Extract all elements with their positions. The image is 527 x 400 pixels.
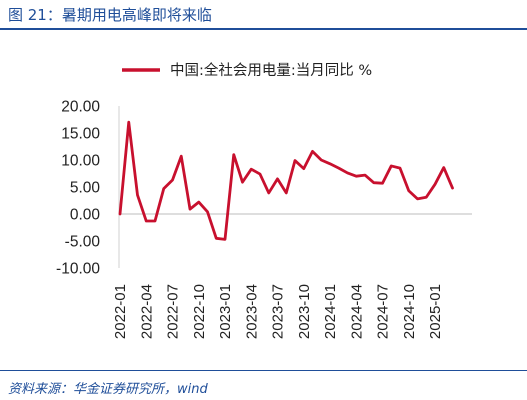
x-tick-label: 2023-10 [296,284,313,339]
x-tick-label: 2024-10 [401,284,418,339]
y-tick-label: 20.00 [61,99,100,116]
x-tick-label: 2023-07 [270,284,287,339]
figure-title: 图 21：暑期用电高峰即将来临 [8,6,212,24]
top-divider [0,28,527,30]
line-chart: 中国:全社会用电量:当月同比 % 20.00 15.00 10.00 5.00 0.00… [56,61,472,339]
x-tick-label: 2022-04 [138,284,155,339]
series-line [118,120,454,241]
x-tick-label: 2024-07 [375,284,392,339]
chart-legend: 中国:全社会用电量:当月同比 % [122,61,372,79]
y-tick-label: 5.00 [70,180,101,197]
x-tick-label: 2022-07 [165,284,182,339]
y-tick-label: 10.00 [61,153,100,170]
x-tick-label: 2024-04 [348,284,365,339]
x-tick-label: 2023-04 [243,284,260,339]
y-tick-label: 15.00 [61,126,100,143]
x-tick-label: 2024-01 [322,284,339,339]
y-tick-label: -10.00 [56,261,100,278]
y-tick-label: 0.00 [70,207,101,224]
x-tick-label: 2022-10 [191,284,208,339]
source-note: 资料来源：华金证券研究所，wind [8,382,208,397]
legend-label: 中国:全社会用电量:当月同比 % [170,61,372,79]
y-axis: 20.00 15.00 10.00 5.00 0.00 -5.00 -10.00 [56,99,120,278]
x-tick-label: 2023-01 [217,284,234,339]
x-tick-label: 2025-01 [427,284,444,339]
x-axis: 2022-01 2022-04 2022-07 2022-10 2023-01 2023-… [112,213,472,339]
bottom-divider [0,370,527,371]
y-tick-label: -5.00 [65,234,101,251]
plot-area [118,120,454,241]
x-tick-label: 2022-01 [112,284,129,339]
